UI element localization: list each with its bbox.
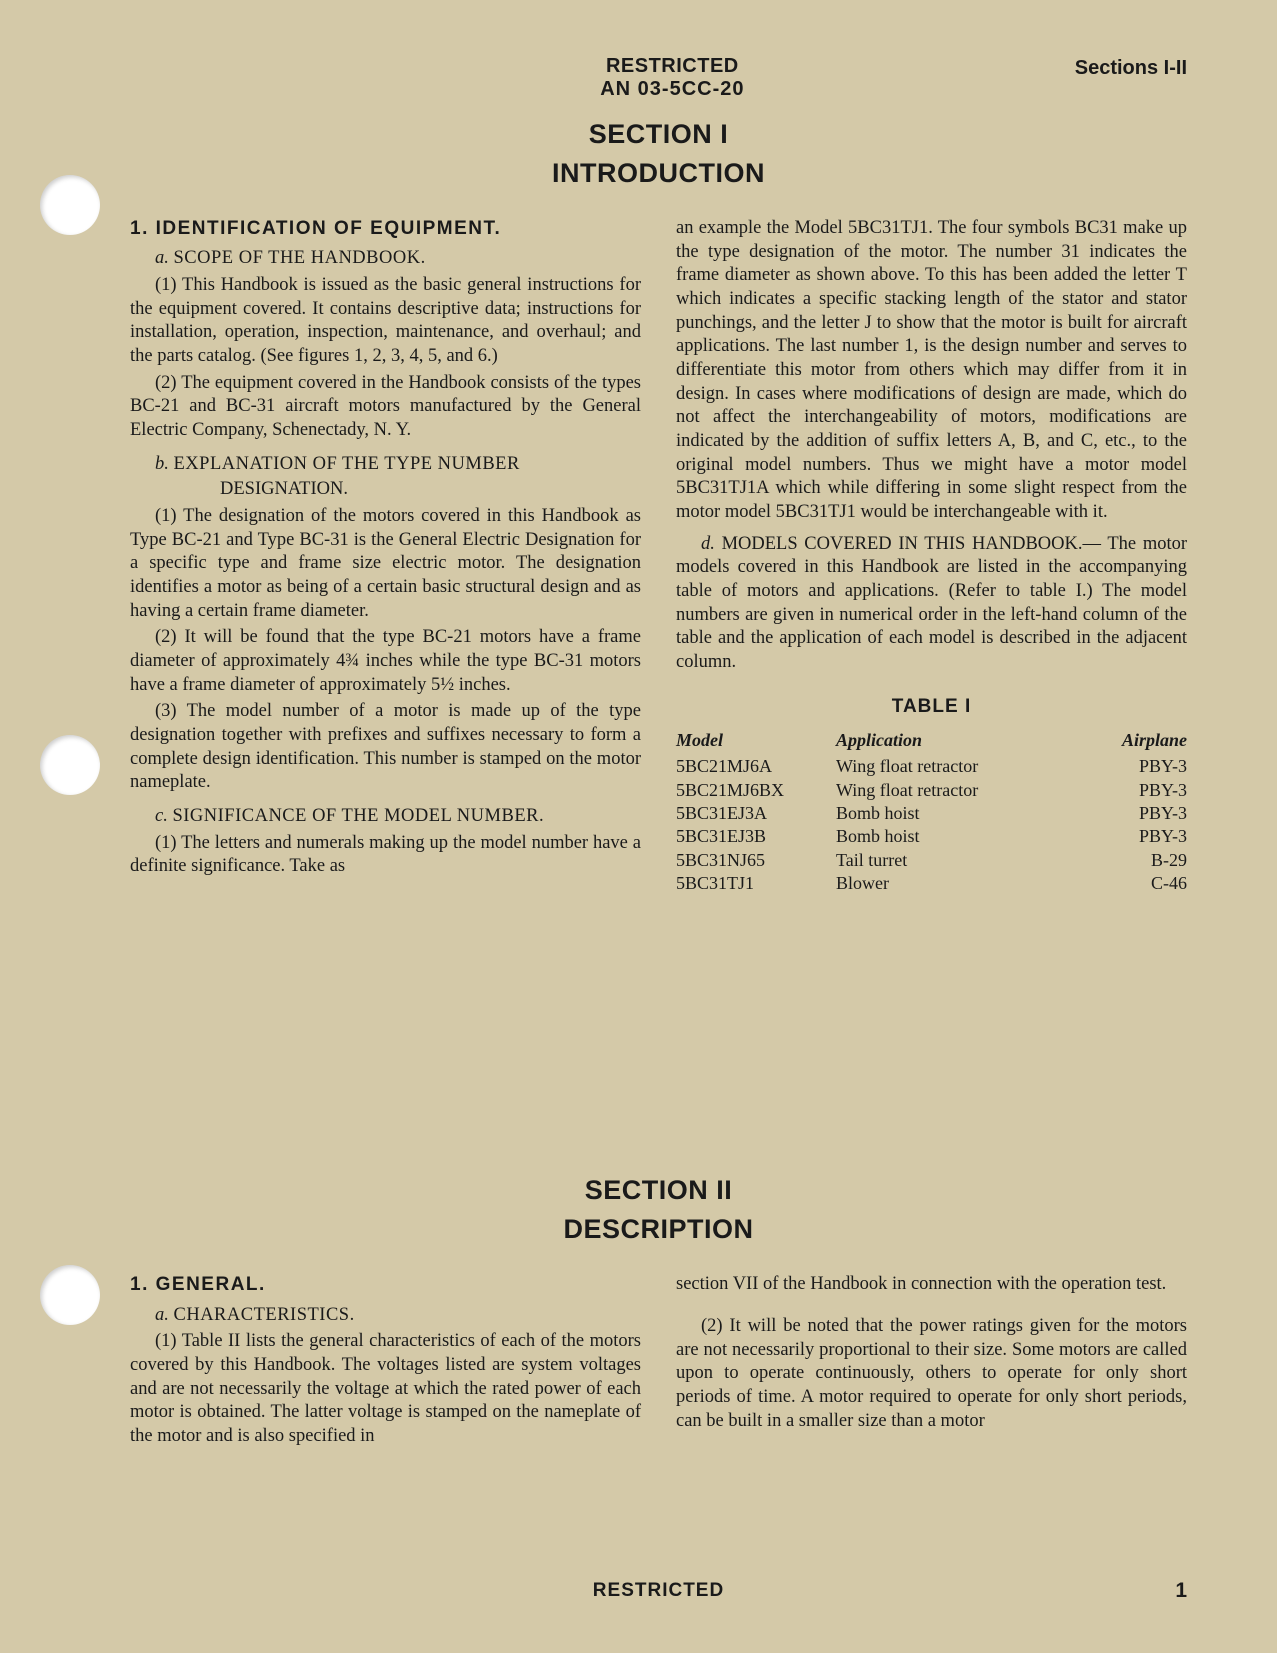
footer-restricted: RESTRICTED — [593, 1580, 724, 1602]
table-header-airplane: Airplane — [1092, 729, 1187, 752]
page-number: 1 — [1175, 1579, 1187, 1603]
table-row: 5BC31NJ65Tail turretB-29 — [676, 849, 1187, 872]
section-2-columns: 1. GENERAL. a. CHARACTERISTICS. (1) Tabl… — [130, 1273, 1187, 1448]
document-number: AN 03-5CC-20 — [270, 78, 1075, 101]
heading-characteristics: a. CHARACTERISTICS. — [155, 1304, 641, 1328]
para-b2: (2) It will be found that the type BC-21… — [130, 626, 641, 697]
section-1-columns: 1. IDENTIFICATION OF EQUIPMENT. a. SCOPE… — [130, 217, 1187, 895]
section-1-title: SECTION I — [130, 119, 1187, 150]
heading-text: SIGNIFICANCE OF THE MODEL NUMBER. — [172, 806, 544, 826]
heading-letter: a. — [155, 1305, 169, 1325]
para-s2-a2: (2) It will be noted that the power rati… — [676, 1315, 1187, 1433]
para-d1-text: The motor models covered in this Handboo… — [676, 534, 1187, 672]
cell-model: 5BC21MJ6A — [676, 755, 836, 778]
heading-letter: a. — [155, 248, 169, 268]
table-row: 5BC31TJ1BlowerC-46 — [676, 872, 1187, 895]
table-row: 5BC21MJ6BXWing float retractorPBY-3 — [676, 779, 1187, 802]
para-s2-a1-right: section VII of the Handbook in connectio… — [676, 1273, 1187, 1297]
section-1-subtitle: INTRODUCTION — [130, 158, 1187, 189]
heading-significance: c. SIGNIFICANCE OF THE MODEL NUMBER. — [155, 805, 641, 829]
restricted-label: RESTRICTED — [270, 55, 1075, 78]
heading-explanation: b. EXPLANATION OF THE TYPE NUMBER — [155, 453, 641, 477]
heading-scope: a. SCOPE OF THE HANDBOOK. — [155, 247, 641, 271]
column-left: 1. IDENTIFICATION OF EQUIPMENT. a. SCOPE… — [130, 217, 641, 895]
cell-airplane: PBY-3 — [1092, 755, 1187, 778]
heading-text: SCOPE OF THE HANDBOOK. — [174, 248, 426, 268]
para-a1: (1) This Handbook is issued as the basic… — [130, 274, 641, 369]
cell-application: Wing float retractor — [836, 779, 1092, 802]
heading-identification: 1. IDENTIFICATION OF EQUIPMENT. — [130, 217, 641, 241]
column-right: an example the Model 5BC31TJ1. The four … — [676, 217, 1187, 895]
page-header: RESTRICTED AN 03-5CC-20 Sections I-II — [130, 55, 1187, 101]
cell-model: 5BC31EJ3A — [676, 802, 836, 825]
cell-airplane: C-46 — [1092, 872, 1187, 895]
cell-application: Bomb hoist — [836, 825, 1092, 848]
cell-application: Bomb hoist — [836, 802, 1092, 825]
cell-model: 5BC31EJ3B — [676, 825, 836, 848]
column-right: section VII of the Handbook in connectio… — [676, 1273, 1187, 1448]
page-footer: RESTRICTED 1 — [130, 1579, 1187, 1603]
section-2-subtitle: DESCRIPTION — [130, 1214, 1187, 1245]
heading-explanation-line2: DESIGNATION. — [220, 478, 641, 502]
heading-letter: b. — [155, 454, 169, 474]
heading-text: MODELS COVERED IN THIS HANDBOOK.— — [722, 534, 1101, 554]
cell-application: Tail turret — [836, 849, 1092, 872]
table-header-model: Model — [676, 729, 836, 752]
table-header-row: Model Application Airplane — [676, 729, 1187, 752]
table-1: Model Application Airplane 5BC21MJ6AWing… — [676, 729, 1187, 895]
punch-hole — [40, 735, 100, 795]
table-header-application: Application — [836, 729, 1092, 752]
para-c1-right: an example the Model 5BC31TJ1. The four … — [676, 217, 1187, 525]
heading-text: EXPLANATION OF THE TYPE NUMBER — [174, 454, 520, 474]
cell-airplane: PBY-3 — [1092, 779, 1187, 802]
para-d: d. MODELS COVERED IN THIS HANDBOOK.— The… — [676, 533, 1187, 675]
table-row: 5BC31EJ3ABomb hoistPBY-3 — [676, 802, 1187, 825]
heading-general: 1. GENERAL. — [130, 1273, 641, 1297]
table-row: 5BC31EJ3BBomb hoistPBY-3 — [676, 825, 1187, 848]
punch-hole — [40, 175, 100, 235]
table-row: 5BC21MJ6AWing float retractorPBY-3 — [676, 755, 1187, 778]
cell-model: 5BC21MJ6BX — [676, 779, 836, 802]
heading-letter: d. — [701, 534, 715, 554]
heading-letter: c. — [155, 806, 168, 826]
heading-text: CHARACTERISTICS. — [174, 1305, 355, 1325]
para-s2-a1-left: (1) Table II lists the general character… — [130, 1330, 641, 1448]
para-a2: (2) The equipment covered in the Handboo… — [130, 372, 641, 443]
cell-model: 5BC31NJ65 — [676, 849, 836, 872]
para-c1-left: (1) The letters and numerals making up t… — [130, 832, 641, 879]
table-1-title: TABLE I — [676, 695, 1187, 719]
cell-airplane: B-29 — [1092, 849, 1187, 872]
section-2-block: SECTION II DESCRIPTION 1. GENERAL. a. CH… — [130, 1175, 1187, 1448]
cell-airplane: PBY-3 — [1092, 802, 1187, 825]
cell-application: Blower — [836, 872, 1092, 895]
sections-label: Sections I-II — [1075, 55, 1187, 80]
column-left: 1. GENERAL. a. CHARACTERISTICS. (1) Tabl… — [130, 1273, 641, 1448]
para-b3: (3) The model number of a motor is made … — [130, 700, 641, 795]
cell-model: 5BC31TJ1 — [676, 872, 836, 895]
punch-hole — [40, 1265, 100, 1325]
cell-application: Wing float retractor — [836, 755, 1092, 778]
cell-airplane: PBY-3 — [1092, 825, 1187, 848]
section-2-title: SECTION II — [130, 1175, 1187, 1206]
para-b1: (1) The designation of the motors covere… — [130, 505, 641, 623]
